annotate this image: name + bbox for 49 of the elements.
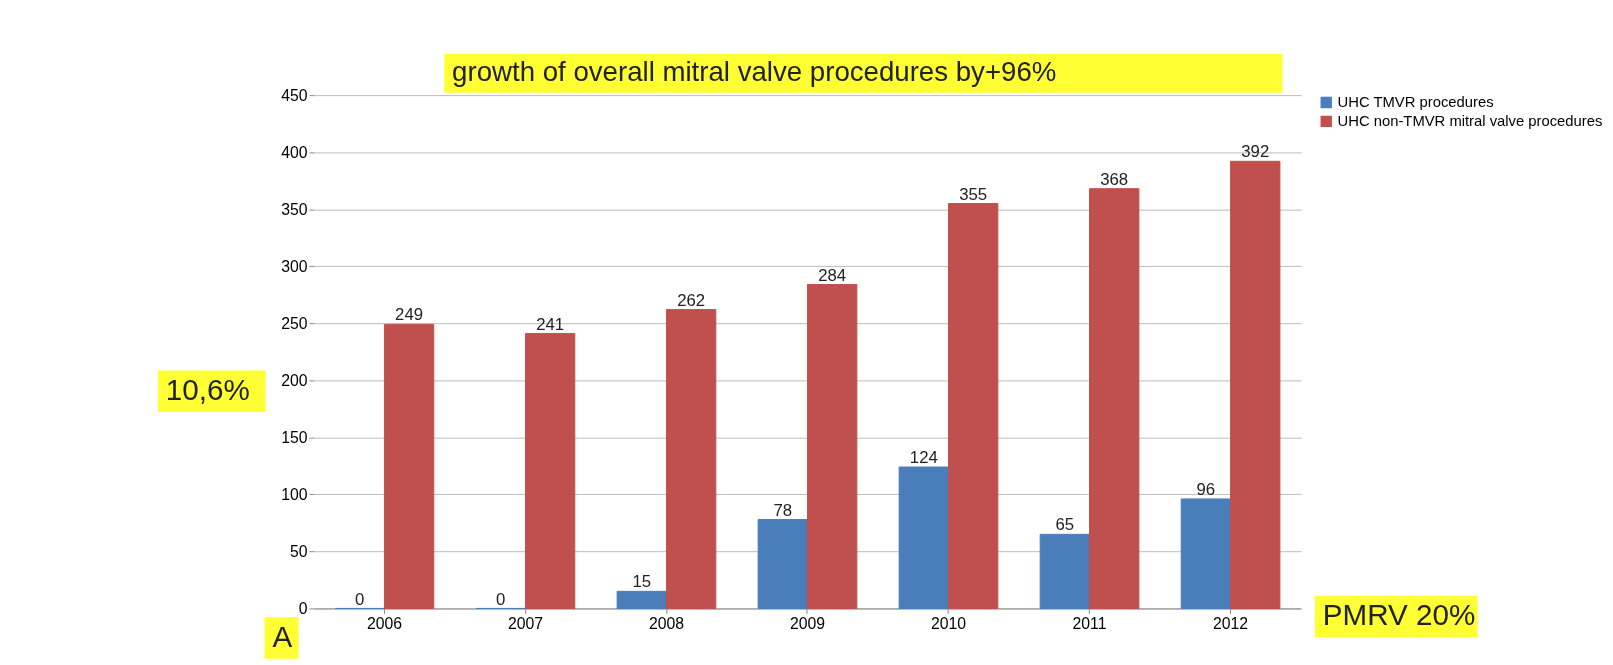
x-tick-label: 2008 [648, 614, 685, 632]
data-label: 368 [1100, 169, 1129, 189]
y-tick-label: 300 [281, 257, 308, 275]
y-tick-label: 200 [281, 371, 308, 389]
y-tick-label: 450 [281, 86, 308, 104]
data-label: 124 [909, 448, 938, 468]
text: 10,6% [165, 373, 250, 407]
y-tick-label: 100 [281, 485, 308, 503]
text: growth of overall mitral valve procedures by+96% [452, 56, 1057, 88]
bar [898, 466, 950, 609]
x-tick-label: 2012 [1213, 614, 1249, 632]
bar [757, 518, 808, 609]
y-tick-label: 250 [281, 314, 308, 332]
data-label: 96 [1196, 480, 1216, 499]
legend-label: UHC TMVR procedures [1337, 94, 1494, 111]
bar [383, 323, 435, 609]
y-tick-label: 350 [281, 200, 308, 218]
y-tick-label: 400 [281, 143, 308, 161]
x-tick-label: 2006 [366, 614, 403, 632]
data-label: 0 [355, 589, 365, 609]
bar [1089, 188, 1140, 609]
bar [616, 590, 667, 609]
data-label: 392 [1241, 142, 1270, 162]
data-label: 15 [632, 572, 652, 592]
x-tick-label: 2007 [507, 614, 543, 632]
bar [1180, 498, 1232, 609]
data-label: 249 [395, 305, 424, 325]
x-tick-label: 2010 [930, 614, 967, 632]
bar [1230, 160, 1281, 609]
legend-label: UHC non-TMVR mitral valve procedures [1337, 113, 1603, 130]
x-tick-label: 2011 [1072, 614, 1107, 632]
y-tick-label: 50 [289, 542, 308, 560]
bar [948, 203, 999, 609]
data-label: 0 [496, 589, 506, 609]
text: PMRV 20% [1322, 598, 1476, 632]
x-tick-label: 2009 [789, 614, 826, 632]
data-label: 284 [818, 265, 847, 285]
data-label: 262 [677, 290, 706, 310]
data-label: 355 [959, 184, 988, 204]
y-tick-label: 150 [281, 428, 308, 446]
data-label: 241 [536, 314, 565, 334]
data-label: 78 [773, 500, 793, 520]
bar [1039, 533, 1091, 609]
bar [665, 309, 717, 609]
bar [806, 284, 858, 609]
y-tick-label: 0 [298, 599, 308, 617]
data-label: 65 [1055, 515, 1075, 535]
text: A [272, 619, 293, 653]
bar [524, 333, 576, 609]
